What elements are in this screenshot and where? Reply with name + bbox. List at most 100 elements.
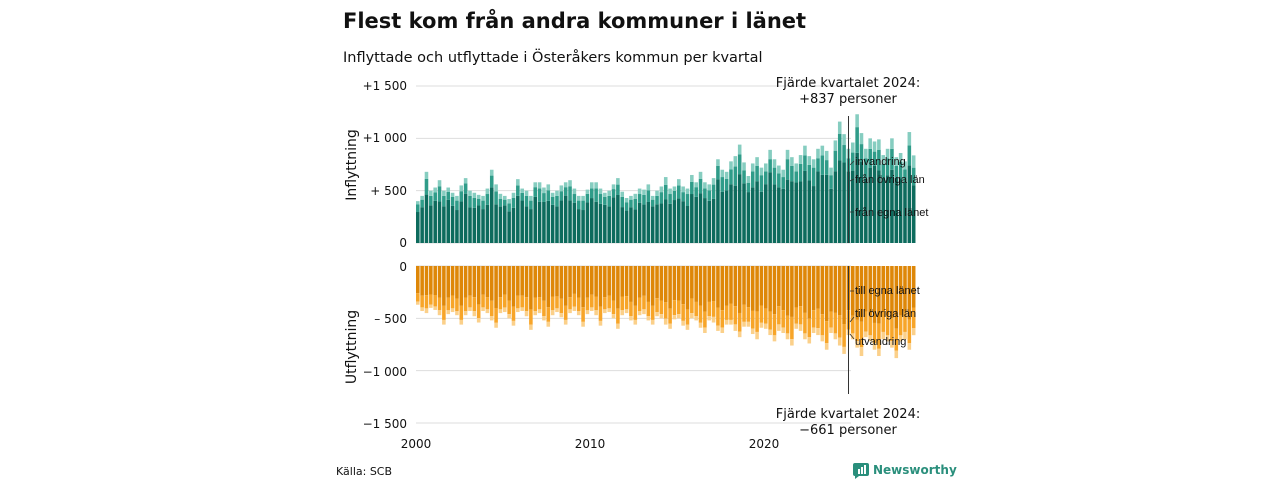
- outflow-bar-emigration: [811, 327, 816, 333]
- inflow-bar-own-county: [668, 203, 672, 243]
- outflow-bar-emigration: [877, 348, 881, 357]
- inflow-bar-immigration: [437, 180, 442, 187]
- inflow-bar-immigration: [481, 195, 485, 201]
- outflow-bar-other-counties: [598, 306, 603, 321]
- outflow-bar-own-county: [646, 266, 651, 302]
- outflow-bar-own-county: [472, 266, 477, 298]
- inflow-bar-other-counties: [616, 184, 620, 195]
- inflow-bar-other-counties: [685, 194, 690, 206]
- inflow-bar-immigration: [624, 197, 629, 203]
- chart-subtitle: Inflyttade och utflyttade i Österåkers k…: [343, 48, 763, 66]
- outflow-bar-emigration: [907, 343, 912, 350]
- outflow-bar-own-county: [733, 266, 738, 307]
- inflow-bar-immigration: [685, 188, 690, 195]
- inflow-bar-immigration: [611, 184, 616, 190]
- outflow-bar-emigration: [785, 333, 790, 340]
- inflow-bar-own-county: [555, 206, 559, 243]
- inflow-bar-own-county: [594, 201, 598, 243]
- inflow-bar-other-counties: [507, 203, 511, 212]
- inflow-bar-other-counties: [803, 155, 807, 171]
- outflow-bar-own-county: [824, 266, 829, 322]
- inflow-bar-immigration: [755, 157, 759, 166]
- outflow-bar-own-county: [489, 266, 494, 301]
- outflow-bar-own-county: [463, 266, 468, 298]
- outflow-bar-own-county: [633, 266, 638, 306]
- outflow-bar-own-county: [755, 266, 759, 312]
- outflow-bar-own-county: [616, 266, 620, 309]
- outflow-bar-own-county: [720, 266, 725, 311]
- outflow-bar-other-counties: [772, 314, 777, 336]
- outflow-bar-own-county: [511, 266, 516, 307]
- outflow-bar-emigration: [781, 327, 785, 333]
- inflow-bar-immigration: [568, 180, 572, 187]
- outflow-bar-emigration: [829, 327, 833, 333]
- outflow-bar-emigration: [489, 316, 494, 321]
- inflow-bar-immigration: [442, 190, 446, 196]
- y-tick-label: −1 500: [363, 417, 407, 431]
- inflow-bar-other-counties: [459, 191, 464, 202]
- outflow-bar-emigration: [598, 320, 603, 326]
- outflow-bar-own-county: [659, 266, 664, 301]
- inflow-bar-own-county: [820, 174, 825, 243]
- legend-label: till egna länet: [855, 285, 920, 297]
- outflow-bar-other-counties: [707, 301, 712, 317]
- inflow-bar-own-county: [894, 177, 899, 243]
- outflow-bar-emigration: [637, 311, 642, 316]
- outflow-bar-other-counties: [685, 309, 690, 325]
- inflow-bar-immigration: [698, 171, 703, 179]
- outflow-bar-own-county: [507, 266, 511, 301]
- outflow-bar-emigration: [851, 333, 855, 340]
- outflow-bar-other-counties: [711, 301, 716, 317]
- outflow-bar-own-county: [655, 266, 659, 299]
- outflow-bar-own-county: [550, 266, 555, 297]
- outflow-bar-other-counties: [650, 305, 655, 320]
- chart-title: Flest kom från andra kommuner i länet: [343, 8, 806, 33]
- inflow-bar-own-county: [455, 210, 459, 243]
- outflow-bar-other-counties: [885, 315, 890, 336]
- inflow-bar-other-counties: [520, 192, 524, 201]
- inflow-bar-other-counties: [764, 171, 768, 185]
- inflow-bar-other-counties: [663, 184, 668, 200]
- inflow-bar-immigration: [864, 148, 868, 159]
- inflow-bar-immigration: [794, 163, 799, 172]
- outflow-bar-other-counties: [511, 306, 516, 321]
- inflow-bar-own-county: [716, 179, 720, 243]
- inflow-bar-immigration: [911, 155, 916, 168]
- inflow-bar-other-counties: [829, 175, 833, 189]
- outflow-bar-emigration: [603, 309, 607, 314]
- outflow-bar-other-counties: [585, 297, 590, 311]
- outflow-bar-other-counties: [668, 308, 672, 324]
- inflow-bar-own-county: [707, 200, 712, 243]
- outflow-bar-emigration: [716, 325, 720, 331]
- inflow-bar-own-county: [620, 207, 625, 243]
- inflow-bar-own-county: [429, 205, 433, 243]
- inflow-bar-own-county: [855, 152, 859, 243]
- inflow-bar-own-county: [742, 183, 746, 243]
- inflow-bar-own-county: [576, 209, 581, 243]
- legend-inflow: invandring från övriga län från egna län…: [849, 156, 928, 219]
- legend-outflow: till egna länet till övriga län utvandri…: [849, 285, 920, 348]
- inflow-bar-other-counties: [877, 149, 881, 171]
- outflow-bar-emigration: [824, 343, 829, 350]
- outflow-bar-emigration: [833, 333, 838, 340]
- outflow-bar-other-counties: [629, 301, 633, 317]
- outflow-bar-own-county: [468, 266, 472, 296]
- outflow-bar-emigration: [663, 318, 668, 325]
- inflow-bar-other-counties: [894, 165, 899, 178]
- inflow-bar-other-counties: [777, 173, 781, 188]
- outflow-bar-other-counties: [759, 305, 764, 323]
- outflow-bar-other-counties: [764, 308, 768, 324]
- outflow-bar-other-counties: [563, 305, 568, 320]
- inflow-bar-immigration: [468, 190, 472, 196]
- inflow-bar-immigration: [598, 188, 603, 195]
- outflow-bar-own-county: [594, 266, 598, 297]
- inflow-bar-own-county: [842, 162, 846, 243]
- outflow-bar-emigration: [437, 310, 442, 316]
- inflow-bar-own-county: [881, 177, 886, 243]
- outflow-bar-emigration: [790, 339, 794, 346]
- inflow-bar-own-county: [803, 170, 807, 243]
- inflow-bar-immigration: [416, 201, 420, 205]
- inflow-bar-other-counties: [681, 192, 685, 202]
- inflow-bar-own-county: [698, 193, 703, 243]
- outflow-bar-own-county: [885, 266, 890, 316]
